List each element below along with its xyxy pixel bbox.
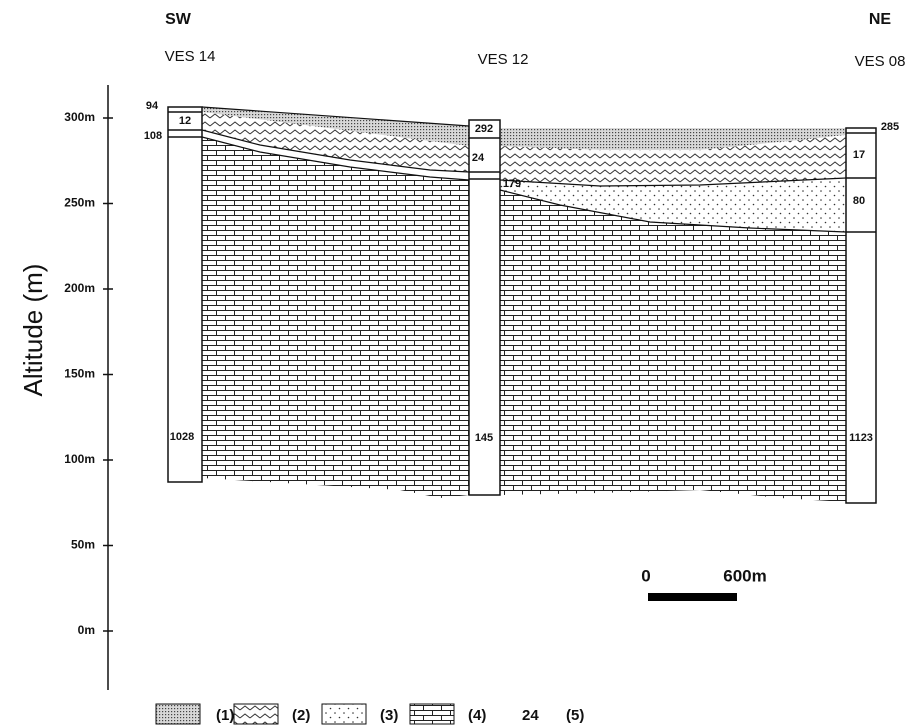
legend-label: (5) [566, 707, 584, 724]
y-ticks: 300m 250m 200m 150m 100m 50m 0m [64, 110, 113, 637]
sounding-column [845, 127, 877, 504]
resistivity: 24 [472, 152, 485, 164]
y-tick-label: 150m [64, 367, 95, 381]
legend-label: (2) [292, 707, 310, 724]
scale-label: 600m [723, 566, 766, 585]
sounding-column [468, 119, 501, 496]
resistivity: 12 [179, 115, 191, 127]
scale-bar [648, 593, 737, 601]
sounding-name: VES 08 [855, 53, 906, 70]
resistivity: 179 [503, 178, 521, 190]
layer-1 [202, 107, 469, 146]
layer-gap [202, 130, 469, 180]
y-tick-label: 250m [64, 196, 95, 210]
legend-swatch [233, 703, 279, 725]
legend-label: (4) [468, 707, 486, 724]
sounding-column [167, 106, 203, 483]
legend-swatch [155, 703, 201, 725]
resistivity: 1028 [170, 431, 194, 443]
y-tick-label: 0m [78, 623, 95, 637]
resistivity: 17 [853, 149, 865, 161]
legend-swatch [409, 703, 455, 725]
layer-3 [500, 178, 846, 232]
direction-label: NE [869, 11, 892, 28]
scale-label: 0 [641, 566, 650, 585]
layer-2 [202, 112, 469, 172]
y-tick-label: 100m [64, 452, 95, 466]
y-tick-label: 200m [64, 281, 95, 295]
direction-label: SW [165, 11, 192, 28]
layer-2 [500, 135, 846, 186]
resistivity: 292 [475, 123, 493, 135]
y-tick-label: 300m [64, 110, 95, 124]
resistivity: 80 [853, 195, 865, 207]
layer-4 [202, 137, 469, 498]
legend-label: (3) [380, 707, 398, 724]
resistivity: 94 [146, 100, 159, 112]
legend-sample: 24 [522, 707, 539, 724]
resistivity: 285 [881, 121, 899, 133]
y-tick-label: 50m [71, 538, 95, 552]
resistivity: 145 [475, 432, 493, 444]
layer-4 [500, 190, 846, 502]
resistivity: 108 [144, 130, 162, 142]
sounding-name: VES 12 [478, 51, 529, 68]
legend-label: (1) [216, 707, 234, 724]
legend-swatch [321, 703, 367, 725]
resistivity: 1123 [849, 432, 873, 444]
axis-title: Altitude (m) [18, 264, 48, 397]
layer-1 [500, 128, 846, 150]
sounding-name: VES 14 [165, 48, 216, 65]
